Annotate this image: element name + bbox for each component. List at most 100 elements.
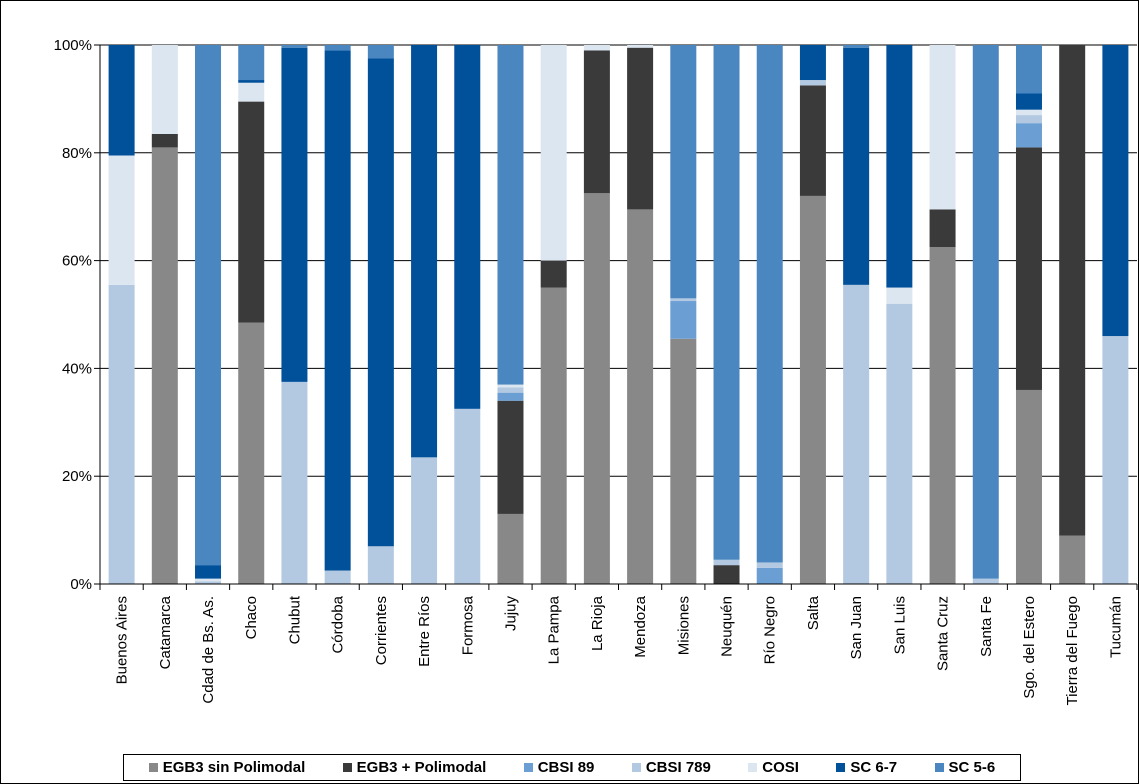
x-category-label: Corrientes [373, 596, 390, 665]
bar-segment [281, 47, 308, 382]
x-category-label: Córdoba [330, 595, 347, 653]
x-category-label: Santa Fe [978, 596, 995, 657]
bar-segment [195, 565, 222, 579]
bar-segment [843, 47, 870, 285]
bar-segment [497, 400, 524, 514]
bar-segment [1015, 123, 1042, 148]
bar-segment [1015, 115, 1042, 124]
bar-segment [670, 338, 697, 584]
x-category-label: La Rioja [589, 595, 606, 651]
x-category-label: San Juan [848, 596, 865, 659]
bar-segment [367, 58, 394, 547]
bar-segment [799, 80, 826, 86]
bar-segment [151, 133, 178, 148]
bar-segment [627, 45, 654, 48]
bar-segment [411, 457, 438, 584]
bar-segment [713, 559, 740, 566]
x-category-label: La Pampa [546, 595, 563, 664]
legend-label: CBSI 89 [537, 759, 595, 776]
bar-segment [713, 565, 740, 584]
legend-swatch [748, 763, 758, 772]
legend-label: COSI [762, 759, 799, 776]
legend-label: SC 5-6 [948, 759, 996, 776]
bar-segment [238, 322, 265, 584]
y-tick-label: 100% [54, 37, 92, 54]
bar-segment [367, 45, 394, 59]
bar-segment [497, 384, 524, 388]
legend-swatch [342, 763, 352, 772]
bar-segment [929, 247, 956, 584]
x-category-label: Chubut [286, 595, 303, 644]
bar-segment [540, 45, 567, 261]
legend-label: CBSI 789 [645, 759, 711, 776]
legend-label: EGB3 sin Polimodal [162, 759, 306, 776]
bar-segment [238, 101, 265, 323]
bar-segment [411, 45, 438, 458]
legend-swatch [148, 763, 158, 772]
legend-item: COSI [748, 759, 799, 776]
bar-segment [540, 287, 567, 584]
bar-segment [454, 408, 481, 584]
axes [94, 44, 1138, 590]
bar-segment [238, 80, 265, 83]
bar-segment [1102, 336, 1129, 584]
bar-segment [1015, 109, 1042, 116]
bar-segment [454, 45, 481, 409]
bar-segment [195, 578, 222, 582]
bar-segment [108, 284, 135, 584]
x-category-label: Chaco [243, 596, 260, 639]
bar-segment [670, 301, 697, 339]
bar-segment [799, 85, 826, 196]
bar-segment [756, 567, 783, 584]
bar-segment [324, 570, 351, 584]
x-category-label: Catamarca [157, 595, 174, 669]
bar-segment [151, 45, 178, 134]
x-category-label: Formosa [459, 595, 476, 655]
bar-segment [886, 45, 913, 288]
x-category-labels: Buenos Aires Catamarca Cdad de Bs. As. Chac… [114, 595, 1125, 705]
x-category-label: San Luis [891, 596, 908, 654]
bar-segment [583, 50, 610, 194]
bar-segment [1102, 45, 1129, 337]
bar-segment [843, 284, 870, 584]
bar-segment [497, 387, 524, 393]
x-category-label: Tucumán [1107, 596, 1124, 658]
bar-segment [367, 546, 394, 584]
bar-segment [627, 209, 654, 584]
legend-swatch [523, 763, 533, 772]
x-category-label: Misiones [675, 596, 692, 655]
legend-swatch [934, 763, 944, 772]
bar-segment [1015, 45, 1042, 94]
bar-segment [238, 82, 265, 102]
bar-segment [627, 47, 654, 210]
bar-segment [713, 45, 740, 560]
x-category-label: Río Negro [762, 596, 779, 664]
bar-segment [540, 260, 567, 288]
bar-segment [1015, 389, 1042, 584]
legend-item: SC 5-6 [934, 759, 996, 776]
legend-swatch [836, 763, 846, 772]
legend: EGB3 sin Polimodal EGB3 + Polimodal CBSI 8… [123, 754, 1021, 781]
bar-segment [929, 209, 956, 248]
legend-swatch [631, 763, 641, 772]
bar-segment [497, 513, 524, 584]
x-category-label: Sgo. del Estero [1021, 596, 1038, 699]
bar-segment [238, 45, 265, 81]
bar-segment [108, 155, 135, 285]
bar-segment [583, 193, 610, 584]
y-tick-label: 20% [62, 468, 92, 485]
legend-label: SC 6-7 [850, 759, 898, 776]
bar-segment [799, 45, 826, 81]
bar-segment [799, 195, 826, 585]
bar-segment [972, 578, 999, 584]
bar-segment [929, 45, 956, 210]
y-tick-label: 80% [62, 145, 92, 162]
bars [108, 45, 1129, 585]
x-category-label: Salta [805, 595, 822, 630]
bar-segment [151, 147, 178, 584]
legend-item: SC 6-7 [836, 759, 897, 776]
x-category-label: Mendoza [632, 595, 649, 657]
x-category-label: Santa Cruz [935, 596, 952, 671]
bar-segment [281, 381, 308, 584]
x-category-label: Buenos Aires [114, 596, 131, 684]
